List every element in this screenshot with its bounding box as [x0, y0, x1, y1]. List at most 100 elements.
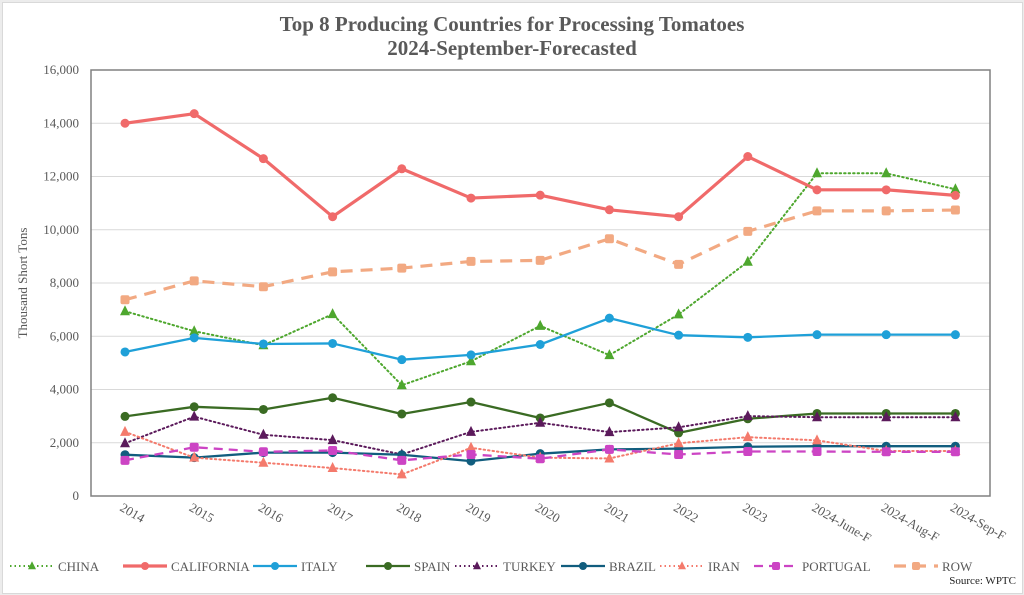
x-tick-label: 2020	[533, 500, 563, 526]
data-point	[812, 206, 822, 216]
chart-subtitle: 2024-September-Forecasted	[387, 36, 637, 60]
data-point	[397, 263, 407, 273]
data-point	[950, 411, 961, 422]
data-point	[674, 449, 684, 459]
chart-title: Top 8 Producing Countries for Processing…	[279, 12, 745, 36]
legend-label: BRAZIL	[609, 559, 656, 574]
data-point	[950, 447, 960, 457]
data-point	[120, 455, 130, 465]
legend-item-turkey: TURKEY	[455, 559, 556, 574]
y-tick-label: 8,000	[50, 275, 79, 290]
x-tick-label: 2024-Aug-F	[879, 500, 942, 545]
legend-item-italy: ITALY	[253, 559, 338, 574]
data-point	[812, 330, 822, 340]
legend-item-china: CHINA	[10, 559, 100, 574]
legend-marker	[678, 561, 686, 570]
legend-item-portugal: PORTUGAL	[754, 559, 871, 574]
data-point	[812, 434, 822, 445]
legend-marker	[141, 562, 149, 570]
data-point	[189, 333, 199, 343]
series-china	[120, 167, 961, 390]
data-point	[397, 355, 407, 365]
data-point	[258, 404, 268, 414]
data-point	[327, 434, 338, 445]
data-point	[397, 164, 407, 174]
data-point	[396, 379, 407, 390]
data-point	[742, 410, 753, 421]
data-point	[535, 416, 546, 427]
data-point	[120, 437, 130, 448]
data-point	[950, 205, 960, 215]
data-point	[396, 468, 407, 479]
y-axis-ticks: 0 2,000 4,000 6,000 8,000 10,000 12,000 14,000 1…	[43, 62, 79, 503]
data-point	[466, 350, 476, 360]
data-point	[120, 425, 130, 436]
data-point	[604, 313, 614, 323]
series-portugal	[120, 442, 960, 465]
data-point	[604, 234, 614, 244]
series-california	[120, 109, 960, 222]
data-point	[743, 226, 753, 236]
legend-label: PORTUGAL	[802, 559, 871, 574]
data-point	[812, 447, 822, 457]
x-tick-label: 2022	[671, 500, 701, 526]
data-point	[535, 255, 545, 265]
legend-marker	[912, 562, 920, 570]
data-point	[535, 340, 545, 350]
data-point	[604, 426, 615, 437]
data-point	[328, 212, 338, 222]
legend-label: SPAIN	[414, 559, 451, 574]
data-point	[466, 425, 476, 436]
data-point	[743, 332, 753, 342]
x-tick-label: 2024-Sep-F	[948, 500, 1009, 544]
data-point	[327, 462, 338, 473]
y-tick-label: 12,000	[43, 169, 79, 184]
data-point	[674, 212, 684, 222]
y-tick-label: 6,000	[50, 328, 79, 343]
y-tick-label: 14,000	[43, 115, 79, 130]
data-point	[466, 256, 476, 266]
x-tick-label: 2014	[118, 500, 148, 526]
data-point	[258, 447, 268, 457]
legend-item-row: ROW	[894, 559, 973, 574]
data-point	[881, 206, 891, 216]
x-tick-label: 2019	[464, 500, 494, 526]
data-point	[189, 402, 199, 412]
data-point	[950, 190, 960, 200]
data-point	[120, 305, 130, 316]
series-row	[120, 205, 960, 305]
data-point	[397, 409, 407, 419]
data-point	[466, 355, 476, 366]
y-tick-label: 10,000	[43, 222, 79, 237]
data-point	[673, 308, 684, 319]
data-point	[535, 319, 546, 330]
y-axis-label: Thousand Short Tons	[15, 228, 30, 339]
data-point	[881, 185, 891, 195]
data-point	[604, 349, 615, 360]
data-point	[189, 109, 199, 119]
y-tick-label: 16,000	[43, 62, 79, 77]
data-point	[397, 455, 407, 465]
data-point	[604, 452, 615, 463]
x-tick-label: 2018	[394, 500, 424, 526]
data-point	[120, 118, 130, 128]
data-point	[189, 410, 200, 421]
legend-item-brazil: BRAZIL	[561, 559, 656, 574]
data-point	[673, 421, 684, 432]
x-tick-label: 2023	[740, 500, 770, 526]
data-point	[604, 398, 614, 408]
data-point	[535, 454, 545, 464]
data-point	[604, 444, 614, 454]
data-point	[742, 431, 753, 442]
y-tick-label: 0	[73, 488, 80, 503]
data-point	[189, 442, 199, 452]
legend-marker	[772, 562, 780, 570]
x-tick-label: 2021	[602, 500, 632, 526]
series-line	[124, 172, 957, 387]
data-point	[258, 456, 269, 467]
legend-label: IRAN	[708, 559, 740, 574]
data-point	[466, 397, 476, 407]
gridlines	[91, 122, 990, 444]
data-point	[120, 295, 130, 305]
